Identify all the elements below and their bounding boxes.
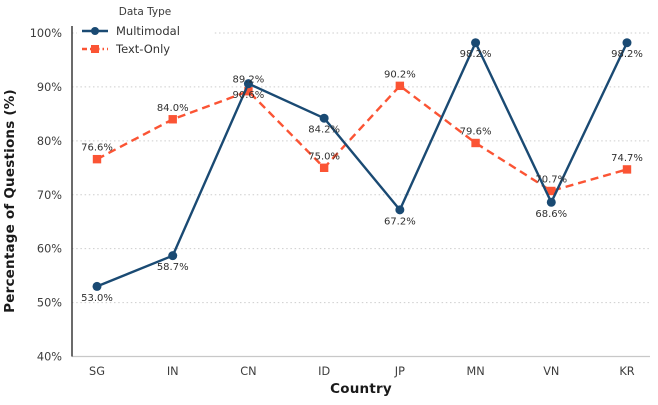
x-tick-label: IN [167,365,179,378]
x-tick-label: ID [318,365,330,378]
marker-multimodal-SG [92,281,102,291]
x-tick-label: CN [240,365,256,378]
legend: Data Type Multimodal Text-Only [77,4,213,60]
marker-text-only-SG [92,154,102,164]
legend-entry-text-only: Text-Only [81,40,209,58]
data-label-text-only-ID: 75.0% [308,151,340,162]
legend-label-text-only: Text-Only [116,42,171,56]
marker-multimodal-IN [168,251,178,261]
data-label-text-only-JP: 90.2% [384,69,416,80]
x-tick-label: VN [543,365,559,378]
data-label-text-only-SG: 76.6% [81,143,113,154]
y-tick-label: 60% [37,243,62,256]
x-tick-label: JP [394,365,405,378]
y-tick-label: 100% [30,27,63,40]
data-label-multimodal-JP: 67.2% [384,216,416,227]
legend-title: Data Type [118,6,172,18]
marker-multimodal-KR [622,38,632,48]
data-label-text-only-VN: 70.7% [535,174,567,185]
data-label-multimodal-MN: 98.2% [460,49,492,60]
legend-label-multimodal: Multimodal [116,24,180,38]
x-tick-label: KR [619,365,634,378]
data-label-text-only-KR: 74.7% [611,153,643,164]
marker-multimodal-VN [546,197,556,207]
y-tick-label: 40% [37,351,62,364]
data-label-text-only-MN: 79.6% [460,126,492,137]
y-tick-label: 90% [37,81,62,94]
marker-text-only-JP [395,81,405,91]
data-label-multimodal-KR: 98.2% [611,49,643,60]
data-label-text-only-CN: 89.2% [233,75,265,86]
data-label-multimodal-CN: 90.6% [233,90,265,101]
x-tick-label: MN [466,365,484,378]
marker-text-only-IN [168,115,177,124]
multimodal-line-icon [82,27,108,35]
data-label-multimodal-VN: 68.6% [535,209,567,220]
legend-entry-multimodal: Multimodal [81,22,209,40]
marker-text-only-VN [547,186,556,196]
y-tick-label: 80% [37,135,62,148]
marker-multimodal-MN [471,38,481,48]
marker-multimodal-JP [395,205,405,215]
data-label-text-only-IN: 84.0% [157,103,189,114]
text-only-dashed-line-icon [82,45,108,53]
marker-multimodal-CN [243,79,253,89]
x-axis-title: Country [330,381,392,397]
marker-text-only-ID [319,163,329,172]
series-line-text-only [96,84,628,193]
series-line-multimodal [96,41,629,288]
marker-text-only-CN [244,87,253,96]
y-tick-label: 50% [37,297,62,310]
data-label-multimodal-ID: 84.2% [308,125,340,136]
y-tick-label: 70% [37,189,62,202]
marker-text-only-KR [622,165,632,174]
data-label-multimodal-IN: 58.7% [157,262,189,273]
marker-multimodal-ID [319,113,329,123]
y-axis-title: Percentage of Questions (%) [2,89,18,313]
x-tick-label: SG [89,365,105,378]
data-label-multimodal-SG: 53.0% [81,293,113,304]
marker-text-only-MN [471,138,480,148]
